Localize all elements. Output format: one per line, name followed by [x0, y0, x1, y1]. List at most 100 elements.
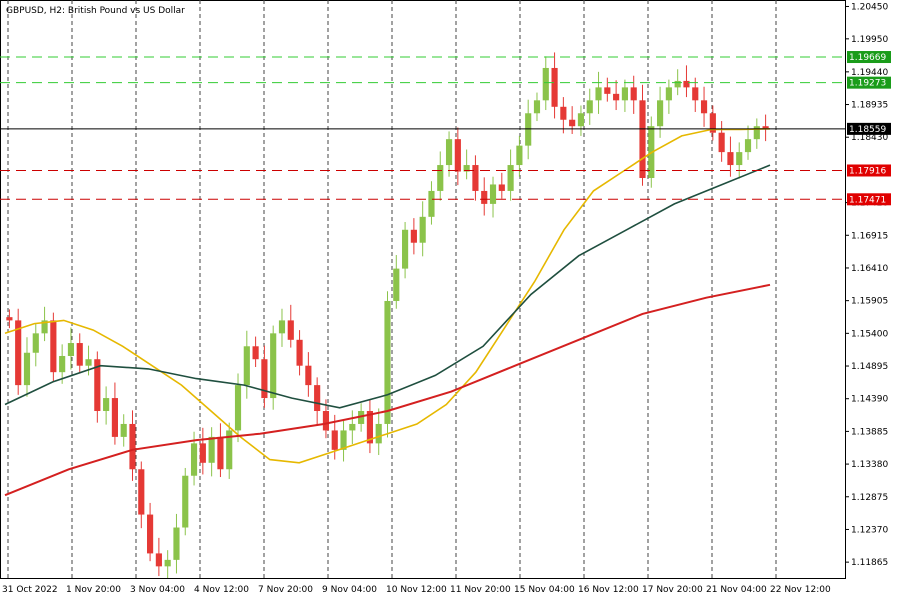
y-tick-label: 1.15400	[851, 329, 888, 339]
candle-body	[366, 411, 373, 444]
candle-body	[683, 80, 690, 88]
candle-body	[32, 333, 39, 353]
candle-body	[402, 229, 409, 269]
candle-body	[595, 87, 602, 101]
y-tick-label: 1.13380	[851, 460, 888, 470]
level-tag-label: 1.19273	[849, 79, 886, 89]
x-tick-label: 31 Oct 2022	[2, 585, 58, 595]
candle-body	[489, 184, 497, 204]
y-tick-label: 1.19440	[851, 68, 888, 78]
candle-body	[481, 190, 488, 204]
candle-body	[674, 80, 681, 88]
candle-body	[727, 152, 734, 166]
candle-body	[23, 352, 31, 386]
candle-body	[718, 132, 725, 153]
candle-body	[753, 126, 760, 140]
y-tick-label: 1.11865	[851, 558, 888, 568]
x-tick-label: 21 Nov 04:00	[706, 585, 767, 595]
candle-body	[419, 216, 426, 243]
x-tick-label: 10 Nov 12:00	[386, 585, 447, 595]
moving-average-line	[4, 283, 771, 497]
candle-body	[155, 553, 162, 567]
x-tick-label: 4 Nov 12:00	[194, 585, 249, 595]
candle-body	[762, 126, 769, 130]
level-tag-bg	[847, 193, 891, 206]
y-tick-label: 1.18430	[851, 133, 888, 143]
candle-body	[164, 559, 171, 567]
candle-body	[270, 333, 277, 399]
candle-body	[463, 165, 470, 172]
candle-body	[709, 113, 716, 133]
candle-body	[428, 190, 435, 217]
candle-body	[445, 139, 453, 166]
candle-body	[173, 527, 180, 560]
candle-body	[305, 365, 312, 386]
candle-body	[190, 443, 198, 476]
candle-body	[498, 184, 505, 191]
candle-body	[340, 430, 347, 450]
current-price-tag-bg	[847, 122, 891, 135]
candle-body	[85, 359, 92, 366]
candle-body	[700, 100, 708, 114]
candle-body	[516, 145, 523, 166]
x-tick-label: 11 Nov 20:00	[450, 585, 511, 595]
candle-body	[410, 229, 417, 243]
candle-body	[525, 113, 532, 146]
y-tick-label: 1.20450	[851, 2, 888, 12]
candle-body	[147, 514, 154, 554]
y-tick-label: 1.12370	[851, 525, 888, 535]
candle-body	[437, 165, 444, 191]
candle-body	[103, 398, 110, 412]
y-tick-label: 1.14895	[851, 362, 888, 372]
x-tick-label: 16 Nov 12:00	[578, 585, 639, 595]
candle-body	[314, 385, 321, 412]
candle-body	[586, 100, 593, 114]
candle-body	[226, 430, 233, 470]
level-tag-label: 1.17916	[849, 166, 886, 176]
candle-body	[261, 359, 268, 399]
y-tick-label: 1.14390	[851, 395, 888, 405]
candle-body	[613, 93, 620, 101]
candle-body	[393, 268, 400, 301]
candle-body	[50, 320, 57, 373]
level-tag-bg	[847, 76, 891, 89]
plot-border	[0, 0, 846, 579]
candle-body	[138, 469, 145, 515]
candle-body	[6, 317, 13, 321]
x-tick-label: 17 Nov 20:00	[642, 585, 703, 595]
candle-body	[76, 343, 83, 366]
y-tick-label: 1.16915	[851, 231, 888, 241]
candle-body	[67, 343, 75, 356]
candle-body	[569, 119, 576, 127]
candle-body	[736, 152, 743, 166]
x-tick-label: 1 Nov 20:00	[66, 585, 121, 595]
chart-title: GBPUSD, H2: British Pound vs US Dollar	[6, 6, 185, 16]
candle-body	[296, 339, 303, 366]
y-tick-label: 1.18935	[851, 101, 888, 111]
x-tick-label: 7 Nov 20:00	[258, 585, 313, 595]
candle-body	[15, 320, 22, 386]
candle-body	[472, 165, 479, 191]
x-tick-label: 3 Nov 04:00	[130, 585, 185, 595]
candle-body	[278, 320, 286, 334]
candle-body	[252, 346, 259, 360]
candle-body	[129, 423, 136, 470]
candle-body	[639, 100, 646, 178]
candle-body	[94, 359, 101, 412]
moving-average-line	[4, 164, 771, 409]
candle-body	[384, 300, 391, 424]
moving-average-line	[4, 128, 771, 464]
candle-body	[234, 385, 242, 431]
candle-body	[375, 423, 382, 444]
candle-body	[349, 423, 356, 431]
candle-body	[41, 320, 48, 334]
candle-body	[322, 411, 330, 431]
candle-body	[331, 430, 338, 450]
candle-body	[657, 100, 664, 127]
candle-body	[551, 67, 558, 107]
candle-body	[542, 67, 549, 101]
y-tick-label: 1.19950	[851, 35, 888, 45]
candle-body	[120, 423, 127, 437]
candle-body	[59, 355, 66, 373]
candle-body	[560, 106, 567, 120]
